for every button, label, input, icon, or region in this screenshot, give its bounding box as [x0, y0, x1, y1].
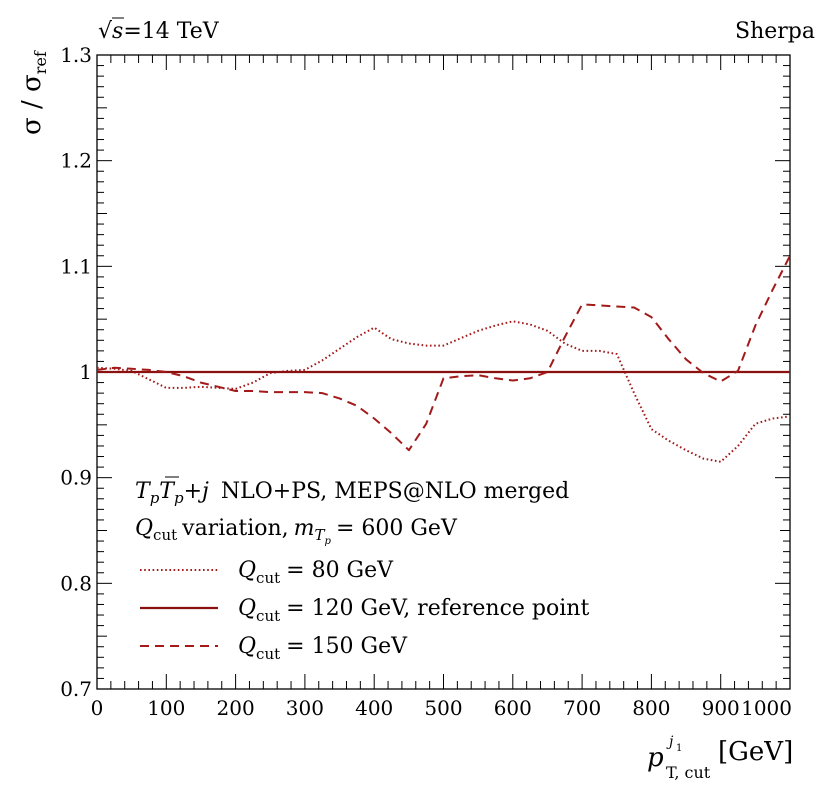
y-tick-label: 1.1 — [60, 254, 92, 278]
y-title-slash: / — [17, 92, 47, 117]
x-tick-label: 900 — [702, 696, 740, 720]
y-title-sigma-ref: σ — [17, 74, 47, 92]
y-tick-label: 1 — [79, 360, 92, 384]
legend: Qcut = 80 GeV Qcut = 120 GeV, reference poi… — [140, 558, 589, 663]
legend-label: Qcut = 80 GeV — [238, 558, 394, 587]
variation-cut: cut — [153, 526, 177, 544]
sqrt-sign: √ — [98, 19, 113, 44]
process-Tbar: T — [159, 479, 176, 504]
legend-sub: cut — [256, 569, 280, 587]
x-tick-label: 800 — [632, 696, 670, 720]
x-tick-label: 0 — [91, 696, 104, 720]
x-tick-label: 300 — [286, 696, 324, 720]
y-tick-label: 0.8 — [60, 571, 92, 595]
legend-sub: cut — [256, 645, 280, 663]
energy-value: =14 TeV — [123, 19, 219, 44]
variation-text: variation, — [181, 516, 289, 541]
process-rest: NLO+PS, MEPS@NLO merged — [221, 479, 569, 504]
legend-sub: cut — [256, 607, 280, 625]
y-tick-label: 1.2 — [60, 149, 92, 173]
x-tick-label: 400 — [355, 696, 393, 720]
legend-rest: = 150 GeV — [286, 634, 408, 659]
energy-label: √s=14 TeV — [98, 19, 220, 44]
y-title-ref-sub: ref — [31, 50, 50, 74]
legend-q: Q — [238, 558, 256, 583]
y-axis-title: σ / σref — [17, 50, 50, 135]
variation-equals: = 600 GeV — [336, 516, 458, 541]
process-pbar: p — [174, 489, 184, 507]
x-tick-label: 1000 — [741, 696, 792, 720]
y-tick-label: 0.9 — [60, 466, 92, 490]
x-tick-label: 200 — [217, 696, 255, 720]
variation-label: Qcut variation, mTp = 600 GeV — [135, 516, 458, 547]
x-title-p: p — [647, 743, 664, 773]
variation-T: T — [315, 526, 326, 544]
x-tick-label: 100 — [147, 696, 185, 720]
legend-label: Qcut = 120 GeV, reference point — [238, 596, 589, 625]
x-title-sub: T, cut — [666, 763, 711, 782]
y-tick-label: 1.3 — [60, 43, 92, 67]
variation-Q: Q — [135, 516, 153, 541]
legend-rest: = 120 GeV, reference point — [286, 596, 589, 621]
x-tick-label: 700 — [563, 696, 601, 720]
y-title-sigma: σ — [17, 117, 47, 135]
x-title-sup-j: j — [666, 734, 674, 750]
y-tick-labels: 0.7 0.8 0.9 1 1.1 1.2 1.3 — [60, 43, 92, 701]
process-label: TpTp+j NLO+PS, MEPS@NLO merged — [135, 479, 569, 507]
generator-label: Sherpa — [735, 19, 815, 44]
x-tick-labels: 0 100 200 300 400 500 600 700 800 900 1000 — [91, 696, 792, 720]
legend-q: Q — [238, 596, 256, 621]
y-tick-label: 0.7 — [60, 677, 92, 701]
process-p: p — [150, 489, 160, 507]
energy-s: s — [112, 19, 123, 44]
process-plus: + — [184, 479, 202, 504]
series-lines — [96, 255, 791, 463]
variation-m: m — [294, 516, 315, 541]
x-tick-label: 500 — [424, 696, 462, 720]
x-tick-label: 600 — [494, 696, 532, 720]
process-T: T — [135, 479, 152, 504]
x-axis-title: p — [647, 743, 664, 773]
legend-label: Qcut = 150 GeV — [238, 634, 408, 663]
legend-q: Q — [238, 634, 256, 659]
series-line-dotted — [96, 320, 791, 463]
series-line-dashed — [96, 255, 791, 452]
x-title-sup-1: 1 — [676, 743, 682, 754]
x-title-unit: [GeV] — [718, 737, 793, 767]
legend-rest: = 80 GeV — [286, 558, 394, 583]
variation-p: p — [325, 536, 332, 547]
axis-ticks — [96, 54, 791, 690]
